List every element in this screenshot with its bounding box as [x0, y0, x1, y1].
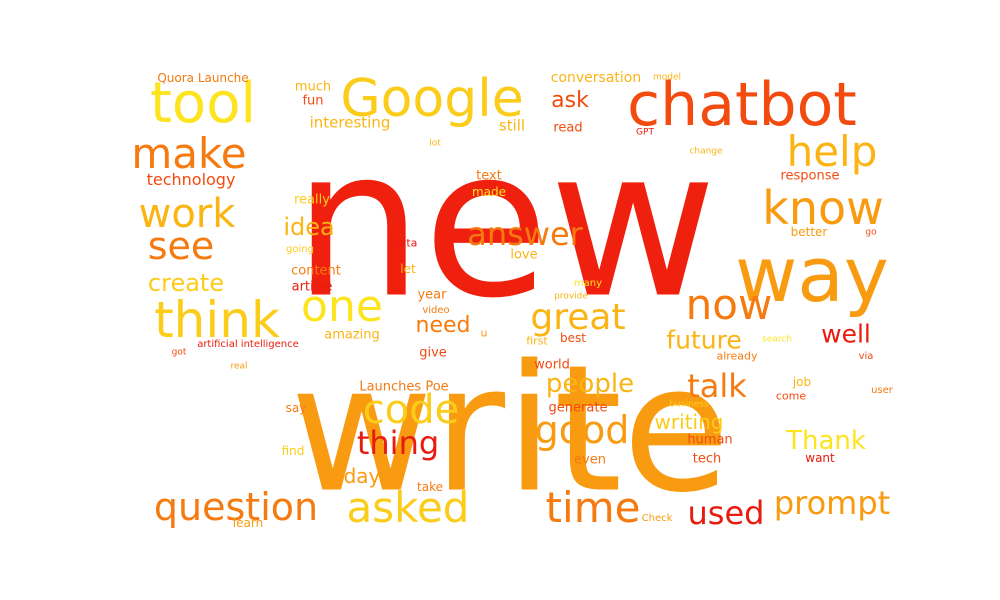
word-thank: Thank: [786, 426, 866, 456]
word-work: work: [138, 191, 236, 237]
word-data: data: [392, 236, 418, 250]
word-help: help: [786, 127, 878, 176]
word-think: think: [154, 291, 280, 349]
word-know: know: [762, 181, 884, 235]
word-article: article: [291, 279, 333, 295]
word-video: video: [422, 305, 450, 316]
word-time: time: [545, 483, 641, 532]
word-now: now: [685, 280, 773, 329]
word-business: business: [669, 399, 709, 410]
word-great: great: [530, 297, 626, 338]
word-code: code: [362, 387, 460, 433]
word-answer: answer: [467, 215, 583, 253]
word-u: u: [480, 326, 488, 340]
word-real: real: [230, 361, 248, 372]
word-want: want: [805, 451, 835, 465]
word-take: take: [417, 480, 443, 494]
word-good: good: [534, 408, 630, 452]
word-first: first: [526, 334, 548, 348]
word-give: give: [419, 345, 447, 361]
word-read: read: [553, 120, 583, 136]
word-thing: thing: [356, 424, 440, 462]
word-lot: lot: [429, 138, 441, 149]
word-writing: writing: [654, 410, 724, 434]
word-much: much: [294, 79, 332, 95]
word-talk: talk: [687, 367, 747, 405]
word-write: write: [290, 328, 730, 532]
word-text: text: [476, 168, 502, 184]
word-interesting: interesting: [309, 113, 391, 132]
word-still: still: [498, 116, 526, 135]
word-make: make: [131, 129, 247, 178]
word-quora-launche: Quora Launche: [157, 71, 249, 85]
word-user: user: [871, 385, 893, 396]
word-via: via: [858, 351, 874, 362]
word-see: see: [147, 224, 215, 268]
word-launches-poe: Launches Poe: [359, 379, 449, 395]
word-well: well: [821, 319, 871, 349]
word-let: let: [400, 262, 416, 276]
word-tool: tool: [149, 71, 257, 136]
word-amazing: amazing: [324, 327, 380, 343]
word-people: people: [545, 369, 635, 399]
word-love: love: [510, 247, 538, 263]
word-made: made: [471, 185, 507, 199]
word-human: human: [687, 432, 733, 448]
word-used: used: [687, 494, 765, 532]
word-even: even: [574, 452, 606, 468]
word-model: model: [652, 72, 682, 83]
word-world: world: [534, 357, 570, 373]
word-going: going: [286, 244, 314, 255]
word-day: day: [343, 464, 381, 488]
word-best: best: [560, 331, 586, 345]
word-job: job: [792, 375, 812, 389]
word-response: response: [780, 168, 840, 184]
word-search: search: [762, 334, 792, 345]
word-got: got: [171, 347, 187, 358]
word-need: need: [415, 313, 471, 338]
word-idea: idea: [283, 213, 335, 241]
word-google: Google: [340, 69, 524, 129]
word-tech: tech: [692, 451, 722, 467]
word-come: come: [775, 389, 807, 403]
word-go: go: [865, 227, 877, 238]
word-chatbot: chatbot: [627, 70, 857, 140]
word-provide: provide: [554, 291, 588, 302]
word-technology: technology: [146, 170, 236, 189]
word-conversation: conversation: [550, 70, 642, 86]
word-year: year: [417, 287, 447, 303]
word-prompt: prompt: [773, 484, 891, 522]
word-new: new: [293, 105, 717, 344]
word-learn: learn: [232, 516, 264, 530]
word-future: future: [666, 325, 742, 355]
word-question: question: [153, 485, 319, 529]
word-fun: fun: [302, 93, 324, 109]
word-generate: generate: [548, 400, 608, 416]
word-ask: ask: [551, 88, 589, 113]
word-create: create: [147, 269, 225, 297]
word-find: find: [281, 444, 305, 458]
word-change: change: [689, 146, 723, 157]
word-check: Check: [641, 513, 673, 524]
word-content: content: [291, 263, 341, 279]
word-really: really: [294, 192, 330, 208]
word-already: already: [716, 349, 758, 363]
word-artificial-intelligence: artificial intelligence: [197, 339, 299, 350]
word-way: way: [735, 230, 889, 319]
word-say: say: [285, 401, 307, 415]
word-many: many: [573, 278, 603, 289]
word-gpt: GPT: [636, 127, 654, 138]
word-asked: asked: [346, 483, 470, 532]
word-better: better: [790, 225, 828, 239]
word-one: one: [301, 281, 383, 332]
